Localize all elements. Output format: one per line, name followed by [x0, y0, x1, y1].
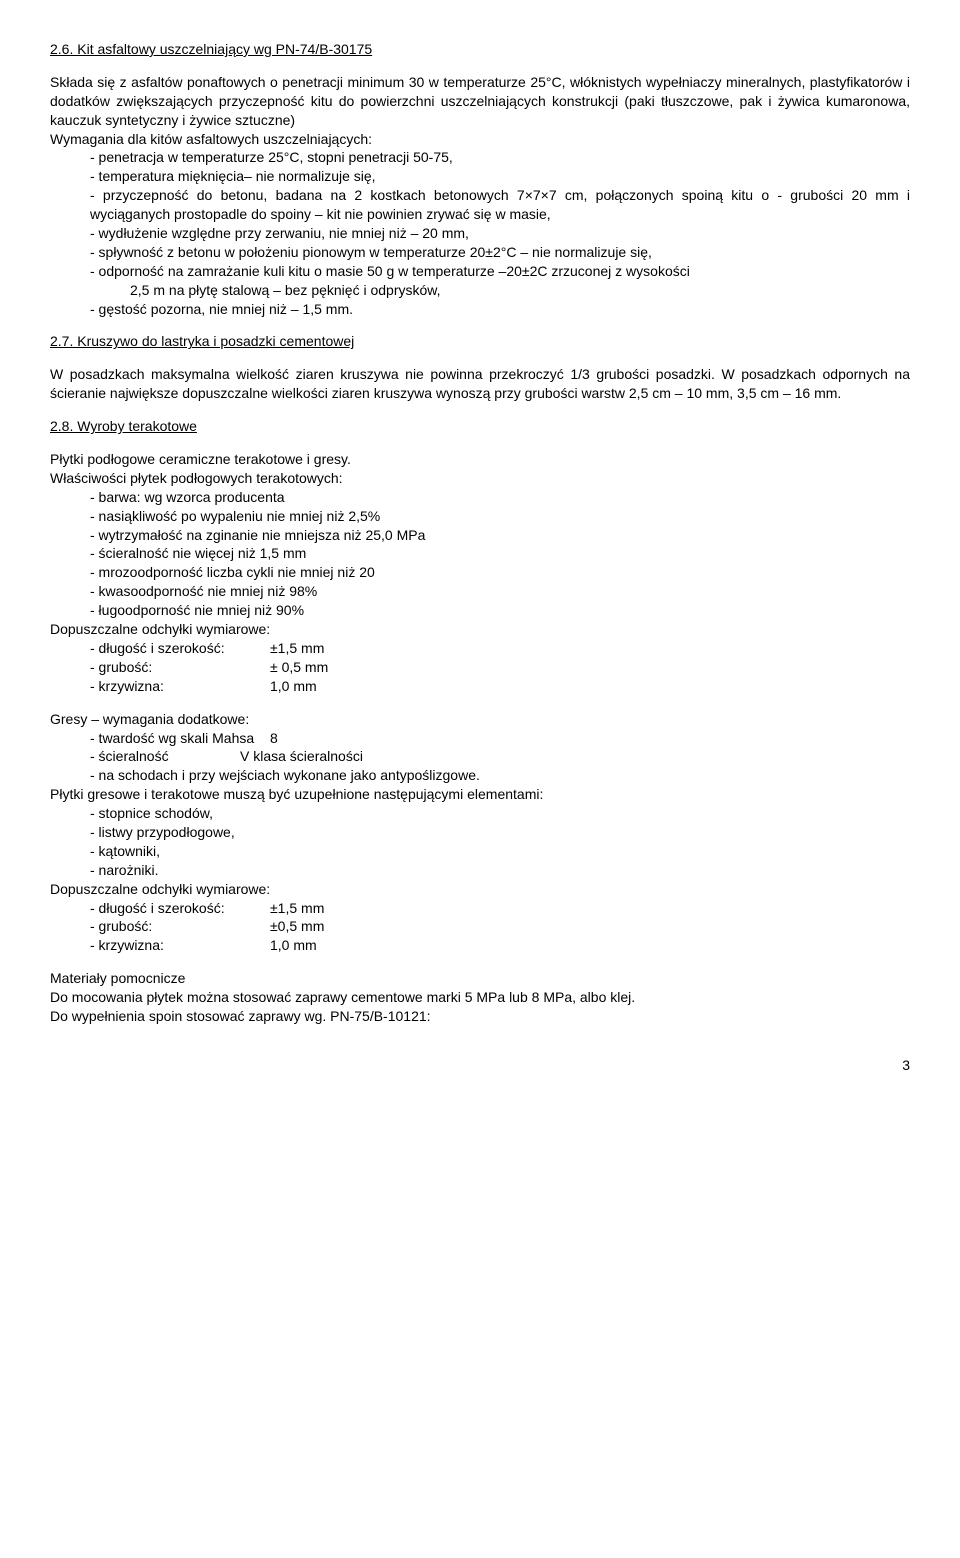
label: - twardość wg skali Mahsa — [90, 729, 270, 748]
list-item: - narożniki. — [90, 861, 910, 880]
list-item: - spływność z betonu w położeniu pionowy… — [90, 243, 910, 262]
label: - krzywizna: — [90, 677, 270, 696]
properties-list: - barwa: wg wzorca producenta - nasiąkli… — [50, 488, 910, 620]
list-item: - ścieralność nie więcej niż 1,5 mm — [90, 544, 910, 563]
list-item: - ścieralnośćV klasa ścieralności — [50, 747, 910, 766]
text: Składa się z asfaltów ponaftowych o pene… — [50, 74, 910, 128]
value: ±0,5 mm — [270, 918, 324, 934]
paragraph-block: Płytki podłogowe ceramiczne terakotowe i… — [50, 450, 910, 696]
paragraph: Do mocowania płytek można stosować zapra… — [50, 988, 910, 1007]
list-item: - kątowniki, — [90, 842, 910, 861]
list-item-sub: 2,5 m na płytę stalową – bez pęknięć i o… — [90, 281, 910, 300]
text: Dopuszczalne odchyłki wymiarowe: — [50, 881, 270, 897]
value: 8 — [270, 730, 278, 746]
text: Płytki gresowe i terakotowe muszą być uz… — [50, 786, 543, 802]
requirements-list: - penetracja w temperaturze 25°C, stopni… — [50, 148, 910, 318]
dimensions-list: - długość i szerokość:±1,5 mm - grubość:… — [50, 639, 910, 696]
list-item: - mrozoodporność liczba cykli nie mniej … — [90, 563, 910, 582]
list-item: - kwasoodporność nie mniej niż 98% — [90, 582, 910, 601]
value: ±1,5 mm — [270, 640, 324, 656]
heading-2-7: 2.7. Kruszywo do lastryka i posadzki cem… — [50, 332, 910, 351]
heading-2-6: 2.6. Kit asfaltowy uszczelniający wg PN-… — [50, 40, 910, 59]
label: - długość i szerokość: — [90, 899, 270, 918]
label: - ścieralność — [90, 747, 240, 766]
paragraph-block: Gresy – wymagania dodatkowe: - twardość … — [50, 710, 910, 956]
list-item: - na schodach i przy wejściach wykonane … — [50, 766, 910, 785]
value: ±1,5 mm — [270, 900, 324, 916]
list-item: - ługoodporność nie mniej niż 90% — [90, 601, 910, 620]
paragraph: Do wypełnienia spoin stosować zaprawy wg… — [50, 1007, 910, 1026]
list-item: - twardość wg skali Mahsa8 — [50, 729, 910, 748]
dimensions-list-2: - długość i szerokość:±1,5 mm - grubość:… — [50, 899, 910, 956]
list-item: - barwa: wg wzorca producenta — [90, 488, 910, 507]
list-item: - grubość:± 0,5 mm — [50, 658, 910, 677]
list-item: - gęstość pozorna, nie mniej niż – 1,5 m… — [90, 300, 910, 319]
label: - krzywizna: — [90, 936, 270, 955]
list-item: - długość i szerokość:±1,5 mm — [50, 639, 910, 658]
text: Płytki podłogowe ceramiczne terakotowe i… — [50, 451, 351, 467]
list-item: - temperatura mięknięcia– nie normalizuj… — [90, 167, 910, 186]
value: 1,0 mm — [270, 678, 317, 694]
list-item: - penetracja w temperaturze 25°C, stopni… — [90, 148, 910, 167]
label: - grubość: — [90, 658, 270, 677]
text: Dopuszczalne odchyłki wymiarowe: — [50, 621, 270, 637]
list-item: - listwy przypodłogowe, — [90, 823, 910, 842]
text: Wymagania dla kitów asfaltowych uszczeln… — [50, 131, 372, 147]
value: ± 0,5 mm — [270, 659, 328, 675]
label: - grubość: — [90, 917, 270, 936]
heading-2-8: 2.8. Wyroby terakotowe — [50, 417, 910, 436]
text: Gresy – wymagania dodatkowe: — [50, 711, 249, 727]
list-item: - wytrzymałość na zginanie nie mniejsza … — [90, 526, 910, 545]
paragraph: Składa się z asfaltów ponaftowych o pene… — [50, 73, 910, 319]
elements-list: - stopnice schodów, - listwy przypodłogo… — [50, 804, 910, 880]
list-item: - nasiąkliwość po wypaleniu nie mniej ni… — [90, 507, 910, 526]
list-item: - grubość:±0,5 mm — [50, 917, 910, 936]
paragraph: W posadzkach maksymalna wielkość ziaren … — [50, 365, 910, 403]
value: V klasa ścieralności — [240, 748, 363, 764]
list-item: - krzywizna:1,0 mm — [50, 677, 910, 696]
label: - długość i szerokość: — [90, 639, 270, 658]
gres-list: - twardość wg skali Mahsa8 - ścieralność… — [50, 729, 910, 786]
list-item: - odporność na zamrażanie kuli kitu o ma… — [90, 262, 910, 281]
list-item: - krzywizna:1,0 mm — [50, 936, 910, 955]
text: Właściwości płytek podłogowych terakotow… — [50, 470, 343, 486]
list-item: - przyczepność do betonu, badana na 2 ko… — [90, 186, 910, 224]
list-item: - długość i szerokość:±1,5 mm — [50, 899, 910, 918]
list-item: - wydłużenie względne przy zerwaniu, nie… — [90, 224, 910, 243]
page-number: 3 — [50, 1056, 910, 1075]
paragraph: Materiały pomocnicze — [50, 969, 910, 988]
value: 1,0 mm — [270, 937, 317, 953]
list-item: - stopnice schodów, — [90, 804, 910, 823]
